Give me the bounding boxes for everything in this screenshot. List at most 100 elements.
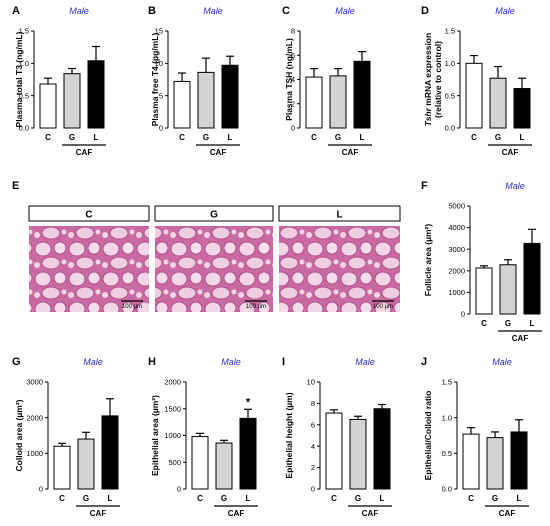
y-axis-label: Epithelial area (µm²) [150,395,160,476]
x-tick-label: L [517,494,522,503]
y-tick-label: 0 [291,124,295,133]
y-tick-label: 0.0 [442,485,452,494]
y-tick-label: 0 [39,485,43,494]
chart-title: Male [355,357,375,367]
panel-letter: F [421,180,428,192]
x-tick-label: L [246,494,251,503]
panel-h: H Male 0 500 1000 1500 2000 Epithelial area (µm… [148,356,258,518]
bar-g [489,77,507,129]
x-tick-label: G [495,133,501,142]
panel-f: F Male 0 1000 2000 3000 4000 5000 Follicle area … [421,180,542,343]
x-tick-label: L [108,494,113,503]
y-tick-label: 8 [311,399,315,408]
bar-c [39,83,57,129]
chart-title: Male [492,357,512,367]
bar-l [101,415,119,490]
group-label: CAF [499,509,516,518]
y-tick-label: 10 [307,378,315,387]
y-tick-label: 1.5 [442,378,452,387]
panel-g: G Male 0 1000 2000 3000 Colloid area (µm²) C G LC… [12,356,120,518]
x-tick-label: G [203,133,209,142]
y-tick-label: 4000 [448,223,465,232]
y-axis-label-line2: (relative to control) [433,41,443,118]
chart-title: Male [221,357,241,367]
y-tick-label: 1000 [448,288,465,297]
y-axis-label: Epithelial/Colloid ratio [423,391,433,481]
bar-c [325,412,343,490]
y-axis-label: Follicle area (µm²) [423,224,433,297]
y-tick-label: 1.0 [445,59,455,68]
bar-g [329,75,347,129]
group-label: CAF [362,509,379,518]
x-tick-label: C [481,319,487,328]
scale-bar-label: 100 µm [122,304,142,310]
x-tick-label: C [468,494,474,503]
x-tick-label: L [228,133,233,142]
x-tick-label: G [505,319,511,328]
bar-g [77,438,95,490]
bar-l [353,60,371,129]
bar-l [239,417,257,490]
y-tick-label: 1500 [164,404,181,413]
y-axis-label-rest: mRNA expression [423,33,433,108]
x-tick-label: G [83,494,89,503]
chart-title: Male [83,357,103,367]
group-label: CAF [228,509,245,518]
y-tick-label: 6 [311,420,315,429]
x-tick-label: L [520,133,525,142]
x-tick-label: C [59,494,65,503]
histology-group-label: L [336,210,342,221]
y-tick-label: 1000 [164,431,181,440]
bar-l [523,242,541,315]
y-tick-label: 10 [155,59,163,68]
x-tick-label: G [335,133,341,142]
chart-title: Male [203,6,223,16]
panel-j: J Male 0.0 0.5 1.0 1.5 Epithelial/Colloid rati… [421,356,529,518]
chart-title: Male [335,6,355,16]
x-tick-label: C [45,133,51,142]
y-tick-label: 3000 [448,245,465,254]
chart-title: Male [505,181,525,191]
scale-bar-label: 100 µm [246,304,266,310]
x-tick-label: L [530,319,535,328]
panel-letter: B [148,5,156,17]
bar-c [305,76,323,129]
y-axis-label: Plasma TSH (ng/mL) [284,38,294,121]
histology-group-label: G [210,210,218,221]
y-tick-label: 8 [291,27,295,36]
histology-header [28,205,150,222]
y-tick-label: 6 [291,51,295,60]
y-tick-label: 0.5 [442,449,452,458]
y-tick-label: 15 [155,27,163,36]
group-label: CAF [76,148,93,157]
panel-letter: H [148,356,156,368]
y-tick-label: 1.5 [19,27,29,36]
bar-c [53,445,71,490]
bar-g [349,418,367,490]
histology-image [29,226,149,312]
y-tick-label: 3000 [26,378,43,387]
y-tick-label: 0.5 [19,91,29,100]
group-label: CAF [342,148,359,157]
y-tick-label: 4 [291,75,295,84]
y-axis-label: Plasma free T4 (pg/mL) [150,33,160,127]
y-axis-label-gene: Tshr [423,107,433,126]
bar-c [475,267,493,315]
scale-bar-label: 100 µm [373,304,393,310]
y-tick-label: 0.0 [445,124,455,133]
y-tick-label: 1.5 [445,27,455,36]
y-tick-label: 0.0 [19,124,29,133]
y-tick-label: 2000 [448,266,465,275]
y-tick-label: 1.0 [442,413,452,422]
bar-c [173,80,191,129]
bar-g [499,264,517,315]
y-tick-label: 0 [177,485,181,494]
bar-c [191,436,209,490]
y-tick-label: 0 [311,485,315,494]
panel-e: E C 100 µm G 100 µm L 100 µm [12,180,401,312]
y-tick-label: 1000 [26,449,43,458]
